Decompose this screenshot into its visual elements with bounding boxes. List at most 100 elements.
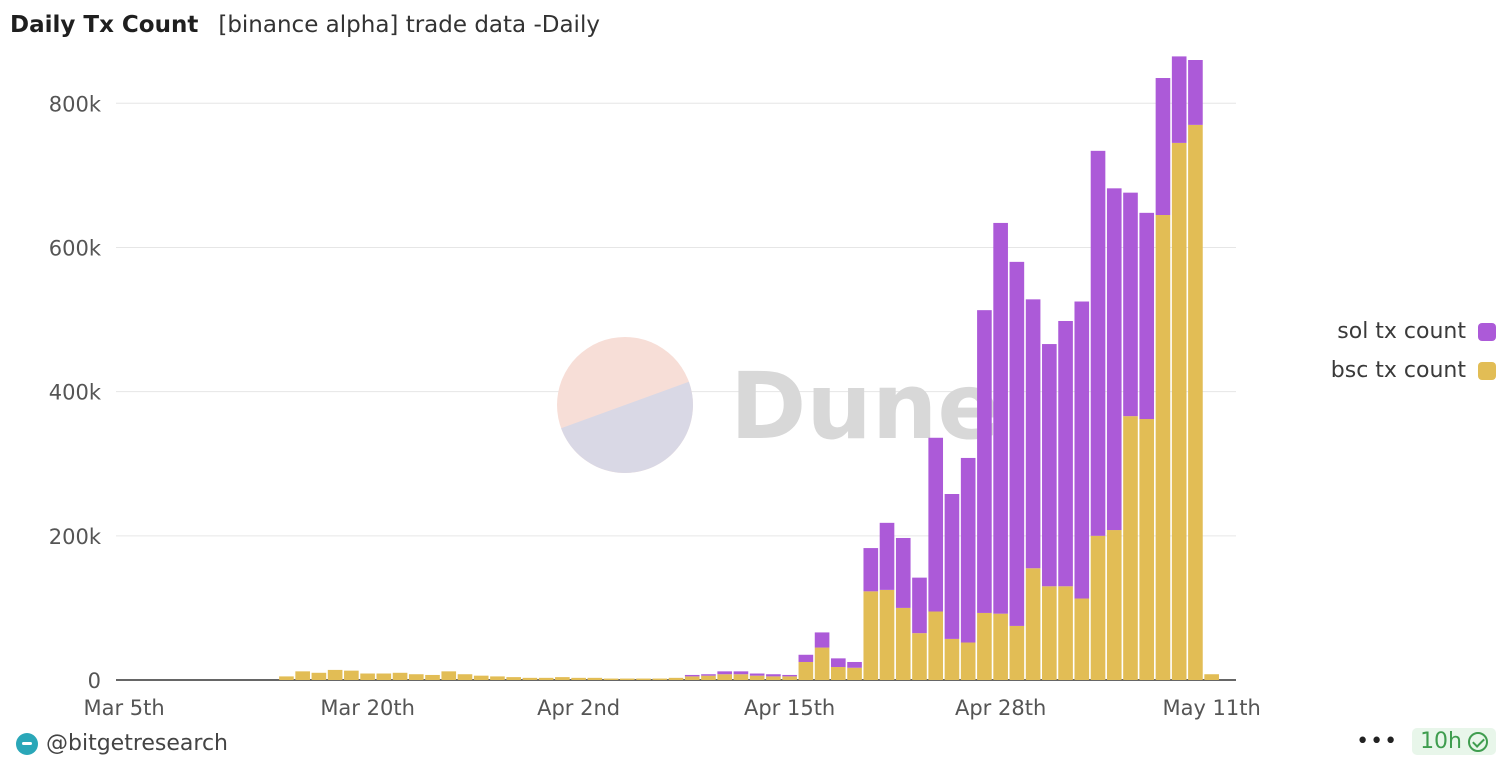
bar-bsc-tx-count <box>960 642 976 680</box>
author-credit[interactable]: @bitgetresearch <box>16 731 228 756</box>
bar-bsc-tx-count <box>376 673 392 680</box>
bar-sol-tx-count <box>960 457 976 643</box>
bar-bsc-tx-count <box>1074 598 1090 680</box>
legend-label-sol: sol tx count <box>1337 319 1466 344</box>
bar-bsc-tx-count <box>798 661 814 680</box>
bar-bsc-tx-count <box>587 677 603 680</box>
bar-sol-tx-count <box>863 548 879 592</box>
bar-sol-tx-count <box>733 671 749 675</box>
x-tick-label: Apr 28th <box>955 696 1046 720</box>
bar-bsc-tx-count <box>1025 568 1041 680</box>
bar-sol-tx-count <box>912 577 927 634</box>
bar-sol-tx-count <box>831 658 846 668</box>
bar-sol-tx-count <box>1155 78 1171 216</box>
author-name: @bitgetresearch <box>46 731 229 756</box>
bar-bsc-tx-count <box>879 589 895 680</box>
bar-bsc-tx-count <box>977 612 992 680</box>
more-options-button[interactable]: ••• <box>1356 729 1399 754</box>
bar-bsc-tx-count <box>944 638 960 680</box>
bar-bsc-tx-count <box>782 676 797 680</box>
legend-item-bsc[interactable]: bsc tx count <box>1331 351 1496 390</box>
legend-item-sol[interactable]: sol tx count <box>1331 312 1496 351</box>
bar-bsc-tx-count <box>912 633 927 680</box>
bar-sol-tx-count <box>1139 212 1155 420</box>
bar-bsc-tx-count <box>668 677 684 680</box>
bar-bsc-tx-count <box>1106 530 1122 680</box>
bar-bsc-tx-count <box>473 675 489 680</box>
bar-sol-tx-count <box>717 671 733 675</box>
bar-bsc-tx-count <box>1171 142 1187 680</box>
bar-bsc-tx-count <box>733 674 749 680</box>
bar-sol-tx-count <box>1188 60 1203 125</box>
bar-sol-tx-count <box>684 674 700 677</box>
x-axis-ticks: Mar 5th Mar 20th Apr 2nd Apr 15th Apr 28th Ma… <box>84 696 1261 720</box>
bar-bsc-tx-count <box>408 674 424 680</box>
legend-swatch-sol <box>1478 322 1496 341</box>
y-axis-ticks: 0 200k 400k 600k 800k <box>49 92 102 693</box>
chart-subtitle: [binance alpha] trade data -Daily <box>218 12 600 38</box>
y-tick-label: 200k <box>49 525 102 549</box>
bar-bsc-tx-count <box>441 671 457 680</box>
bar-bsc-tx-count <box>506 677 521 680</box>
dune-watermark: Dune <box>557 337 1000 473</box>
bar-bsc-tx-count <box>1123 416 1138 680</box>
legend-swatch-bsc <box>1478 361 1496 380</box>
y-tick-label: 0 <box>88 669 101 693</box>
bar-bsc-tx-count <box>1058 586 1073 680</box>
chart-title: Daily Tx Count <box>10 12 199 38</box>
y-tick-label: 600k <box>49 236 102 260</box>
bar-sol-tx-count <box>879 522 895 590</box>
refresh-age-badge[interactable]: 10h <box>1412 728 1496 755</box>
bar-bsc-tx-count <box>555 677 570 680</box>
bar-bsc-tx-count <box>1204 674 1219 680</box>
bar-bsc-tx-count <box>717 674 733 680</box>
bar-sol-tx-count <box>1042 344 1057 587</box>
bar-sol-tx-count <box>1025 299 1041 569</box>
bar-bsc-tx-count <box>1188 124 1203 680</box>
bar-bsc-tx-count <box>749 675 765 680</box>
legend-label-bsc: bsc tx count <box>1330 358 1466 383</box>
bar-sol-tx-count <box>944 494 960 639</box>
bar-bsc-tx-count <box>603 678 619 680</box>
bar-sol-tx-count <box>814 632 830 648</box>
bar-bsc-tx-count <box>831 667 846 680</box>
bar-sol-tx-count <box>1090 150 1106 536</box>
bar-sol-tx-count <box>749 673 765 676</box>
bar-bsc-tx-count <box>522 677 538 680</box>
bar-bsc-tx-count <box>636 678 651 680</box>
bars <box>279 56 1219 680</box>
bar-sol-tx-count <box>1074 301 1090 599</box>
x-tick-label: Apr 15th <box>744 696 835 720</box>
bar-sol-tx-count <box>766 674 781 677</box>
bar-sol-tx-count <box>782 674 797 677</box>
bar-bsc-tx-count <box>928 611 944 680</box>
y-tick-label: 400k <box>49 381 102 405</box>
bar-sol-tx-count <box>1058 320 1073 587</box>
y-tick-label: 800k <box>49 92 102 116</box>
bar-bsc-tx-count <box>327 669 343 680</box>
bar-bsc-tx-count <box>311 672 327 680</box>
watermark-text: Dune <box>730 353 1000 460</box>
bar-bsc-tx-count <box>490 676 505 680</box>
check-circle-icon <box>1468 731 1488 752</box>
bar-bsc-tx-count <box>993 613 1008 680</box>
bar-bsc-tx-count <box>344 670 359 680</box>
bar-bsc-tx-count <box>295 671 310 680</box>
bar-sol-tx-count <box>993 222 1008 614</box>
bar-bsc-tx-count <box>766 676 781 680</box>
bar-sol-tx-count <box>977 310 992 613</box>
bar-bsc-tx-count <box>814 647 830 680</box>
bar-bsc-tx-count <box>1009 625 1025 680</box>
bar-sol-tx-count <box>1171 56 1187 143</box>
x-tick-label: Apr 2nd <box>537 696 620 720</box>
bar-bsc-tx-count <box>571 677 586 680</box>
legend: sol tx count bsc tx count <box>1331 312 1496 390</box>
bar-sol-tx-count <box>1106 188 1122 531</box>
bar-bsc-tx-count <box>847 667 862 680</box>
bar-bsc-tx-count <box>1139 419 1155 680</box>
bar-bsc-tx-count <box>392 672 408 680</box>
bar-sol-tx-count <box>847 661 862 668</box>
watermark-circle-bottom <box>561 381 693 473</box>
bar-bsc-tx-count <box>652 678 668 680</box>
